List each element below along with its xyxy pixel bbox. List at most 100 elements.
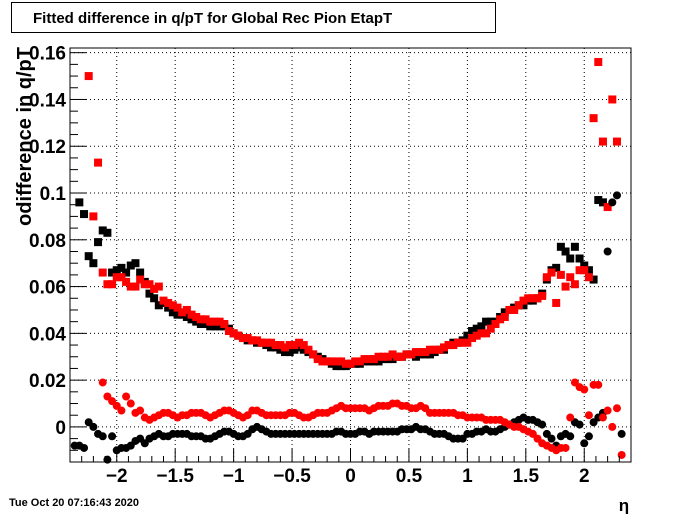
data-point-circle — [136, 406, 145, 415]
data-point-square — [201, 320, 210, 328]
data-point-square — [463, 338, 472, 347]
data-point-square — [411, 348, 420, 357]
data-point-square — [187, 310, 196, 319]
data-point-square — [150, 294, 159, 303]
data-point-square — [206, 317, 215, 326]
data-point-square — [556, 242, 565, 251]
data-point-square — [122, 268, 131, 277]
data-point-square — [477, 322, 486, 331]
data-point-square — [84, 72, 93, 81]
data-point-square — [570, 280, 579, 289]
data-point-square — [584, 273, 593, 282]
data-point-square — [449, 341, 458, 350]
data-point-square — [444, 341, 453, 350]
data-point-square — [173, 310, 182, 319]
data-point-square — [519, 301, 528, 310]
data-point-circle — [108, 432, 117, 441]
data-point-square — [145, 280, 154, 289]
data-point-square — [196, 315, 205, 324]
data-point-square — [594, 58, 603, 67]
data-point-square — [271, 341, 280, 350]
data-point-circle — [617, 429, 626, 438]
data-point-square — [341, 359, 350, 368]
data-point-square — [145, 289, 154, 298]
data-point-square — [556, 270, 565, 279]
data-point-square — [262, 338, 271, 347]
timestamp: Tue Oct 20 07:16:43 2020 — [9, 497, 140, 509]
data-point-square — [154, 282, 163, 291]
data-point-square — [295, 343, 304, 352]
data-point-square — [374, 357, 383, 366]
data-point-square — [243, 334, 252, 343]
data-point-square — [365, 355, 374, 364]
data-point-square — [514, 301, 523, 310]
data-point-square — [589, 275, 598, 284]
data-point-circle — [594, 380, 603, 389]
data-point-circle — [561, 443, 570, 452]
data-point-square — [80, 210, 89, 219]
data-point-square — [566, 273, 575, 282]
data-point-circle — [566, 432, 575, 441]
grid-lines — [70, 48, 631, 462]
x-tick-label: 0.5 — [396, 466, 423, 487]
data-point-square — [89, 212, 98, 221]
data-point-square — [542, 273, 551, 282]
data-point-square — [276, 345, 285, 354]
data-point-square — [598, 137, 607, 146]
chart-title: Fitted difference in q/pT for Global Rec… — [11, 2, 496, 33]
data-point-circle — [612, 404, 621, 413]
data-point-square — [468, 327, 477, 336]
data-point-square — [472, 331, 481, 340]
data-point-square — [285, 341, 294, 350]
data-point-square — [397, 352, 406, 361]
data-point-square — [75, 198, 84, 207]
data-point-circle — [126, 399, 135, 408]
data-point-square — [84, 252, 93, 261]
data-point-circle — [584, 411, 593, 420]
data-point-square — [327, 357, 336, 366]
data-point-square — [281, 348, 290, 357]
data-point-square — [510, 305, 519, 314]
axis-ticks: −2 −1.5 −1 −0.5 0 0.5 1 1.5 2 0 0.02 0.04 0.06 0.08 0.… — [29, 44, 632, 487]
data-point-square — [304, 345, 313, 354]
data-point-square — [561, 282, 570, 291]
data-markers — [70, 58, 626, 464]
data-point-square — [486, 317, 495, 326]
data-point-square — [187, 315, 196, 324]
data-point-circle — [584, 432, 593, 441]
x-tick-label: −1.5 — [156, 466, 194, 487]
data-point-square — [131, 282, 140, 291]
data-point-square — [131, 259, 140, 268]
data-point-square — [598, 198, 607, 207]
data-point-square — [173, 303, 182, 312]
data-point-circle — [98, 378, 107, 387]
data-point-square — [416, 348, 425, 357]
data-point-square — [267, 338, 276, 347]
data-point-square — [89, 259, 98, 268]
data-point-square — [290, 345, 299, 354]
data-point-circle — [612, 191, 621, 200]
data-point-square — [496, 315, 505, 324]
data-point-square — [421, 348, 430, 357]
data-point-circle — [566, 413, 575, 422]
y-axis-title: odifference in q/pT — [14, 47, 36, 226]
data-point-square — [318, 357, 327, 366]
data-point-square — [472, 324, 481, 333]
data-point-square — [566, 254, 575, 263]
data-point-square — [463, 331, 472, 340]
data-point-square — [500, 312, 509, 321]
data-point-square — [267, 343, 276, 352]
x-tick-label: 1.5 — [513, 466, 540, 487]
data-point-square — [182, 312, 191, 321]
data-point-square — [196, 320, 205, 328]
data-point-square — [323, 357, 332, 366]
data-point-square — [337, 357, 346, 366]
data-point-square — [98, 268, 107, 277]
x-axis-title: η — [619, 496, 629, 514]
data-point-square — [299, 341, 308, 350]
data-point-square — [103, 228, 112, 237]
x-tick-label: 1 — [462, 466, 473, 487]
data-point-square — [332, 357, 341, 366]
data-point-square — [309, 350, 318, 359]
